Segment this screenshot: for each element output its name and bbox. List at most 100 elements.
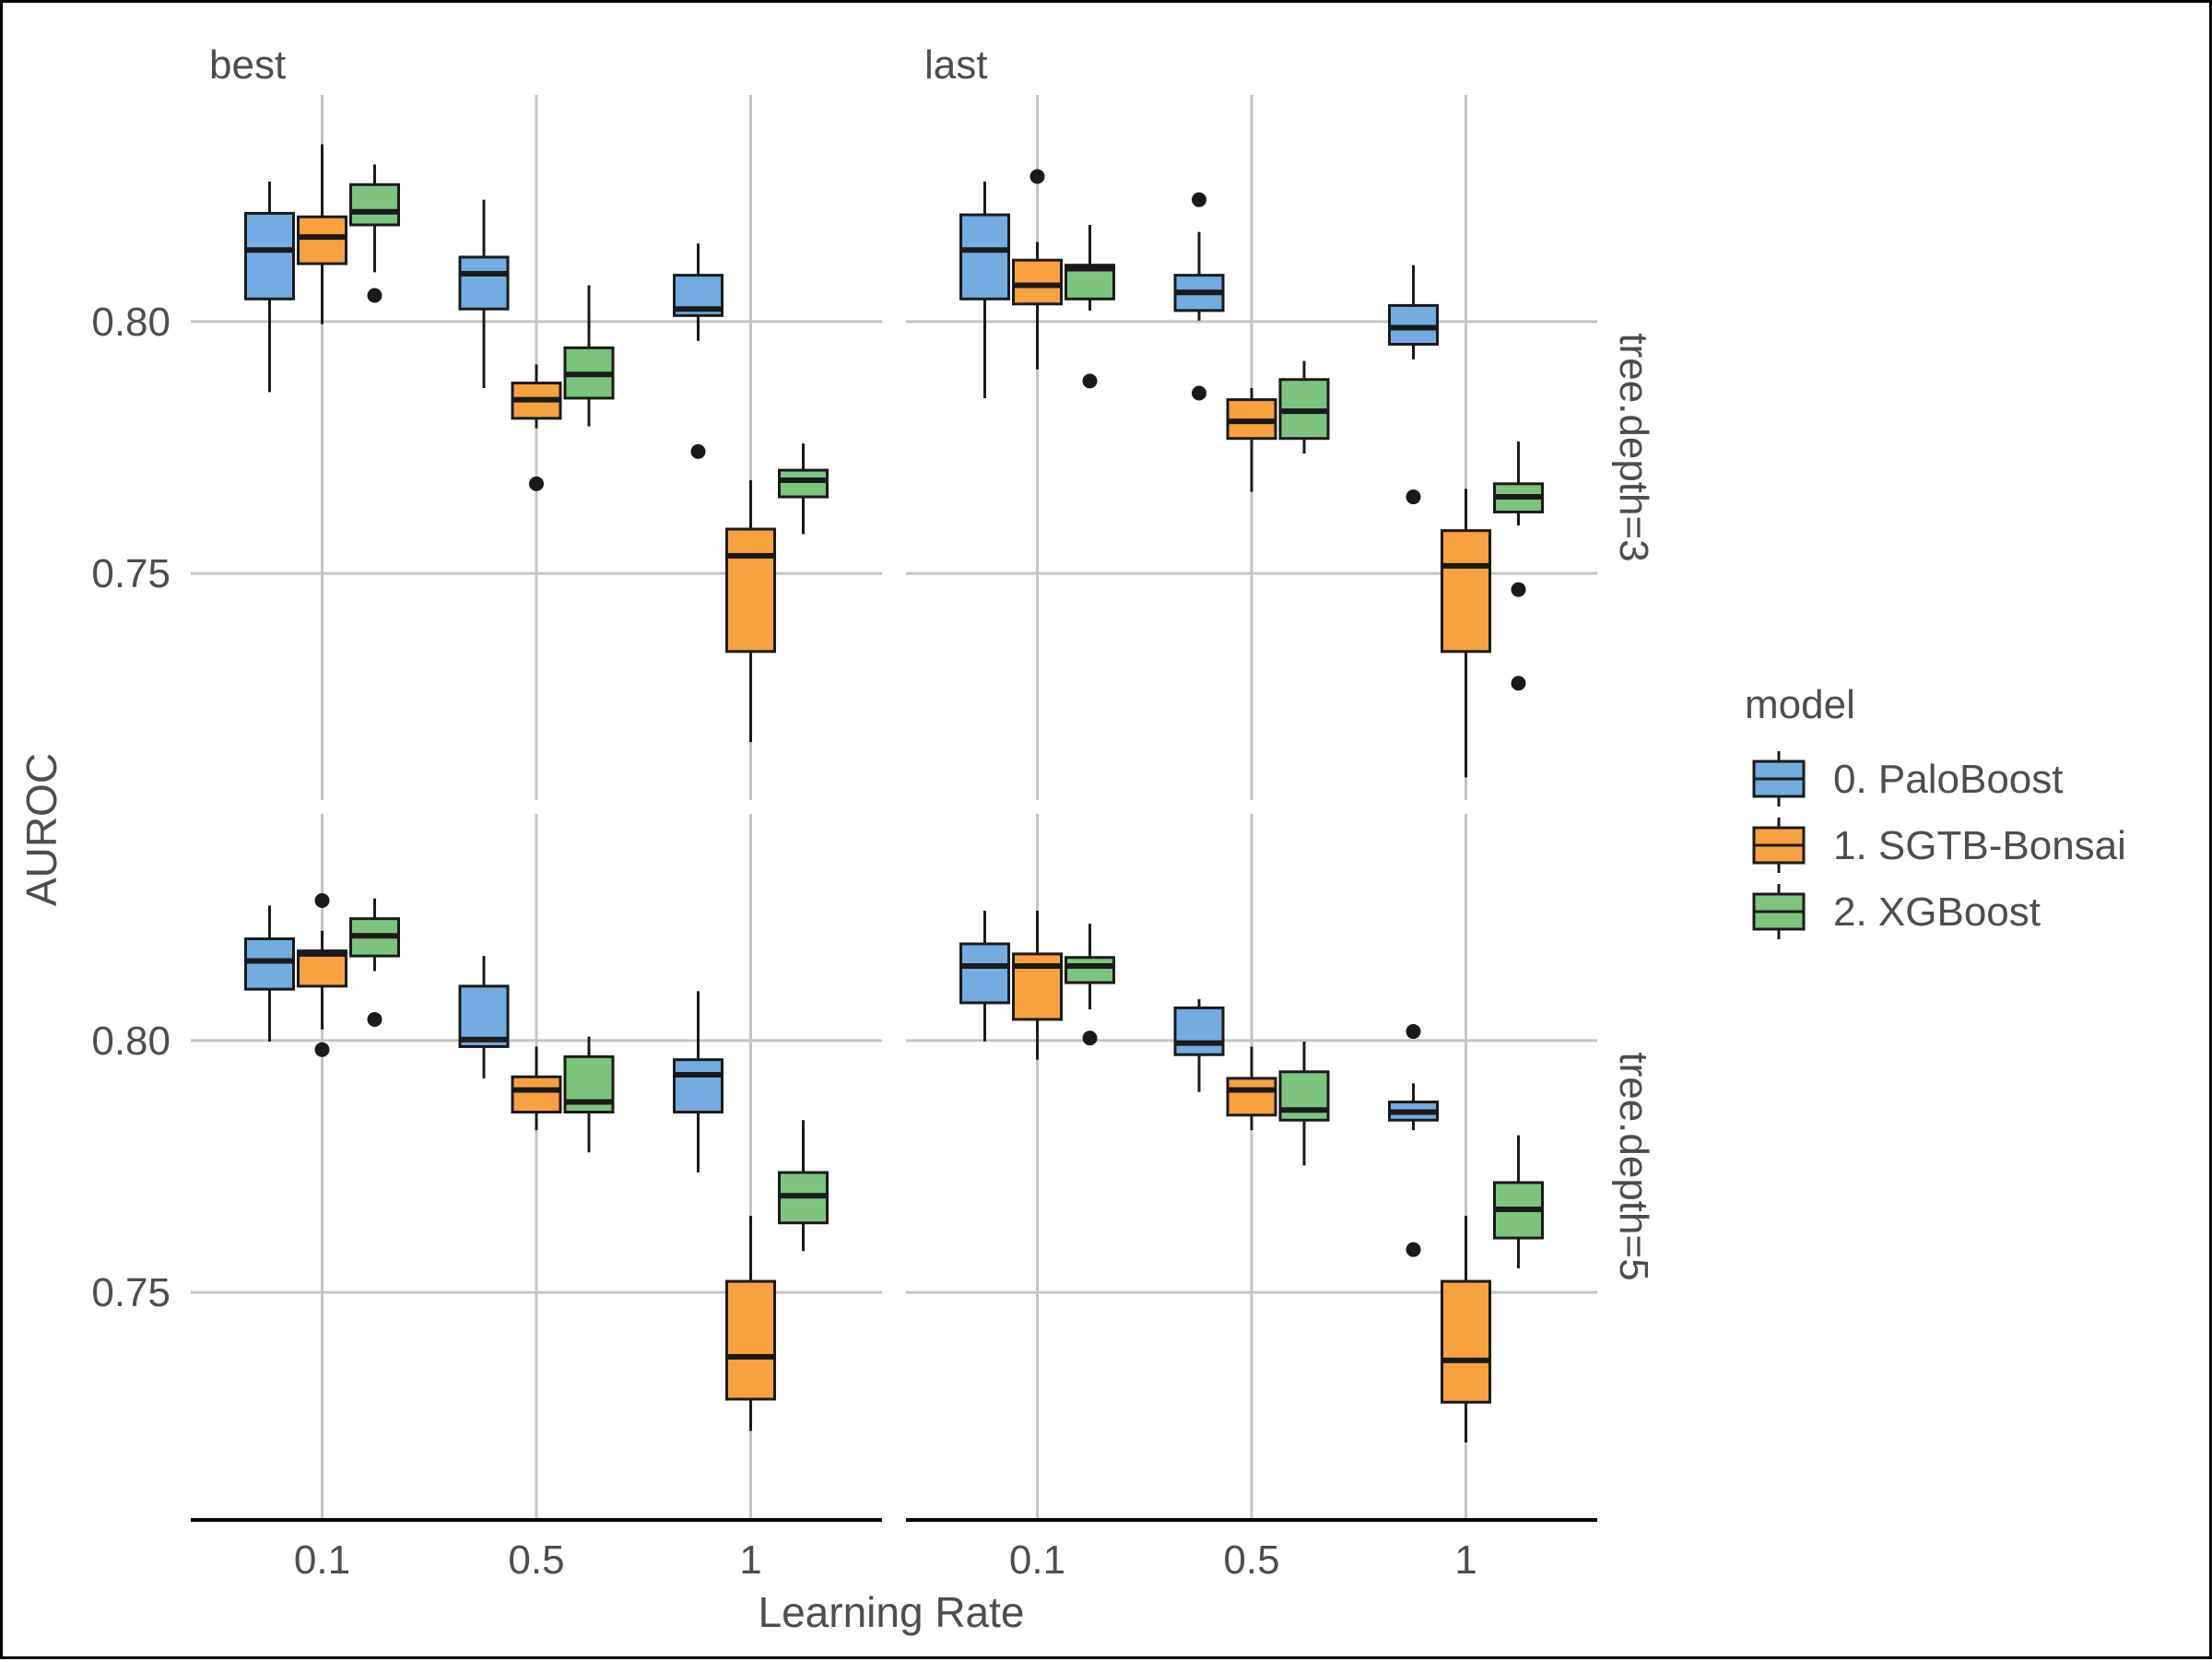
outlier-point xyxy=(1406,489,1421,505)
legend-label: 2. XGBoost xyxy=(1833,889,2041,935)
box-2-xgboost-lr-0-1 xyxy=(349,898,400,1027)
legend-item-0-paloboost: 0. PaloBoost xyxy=(1752,751,2064,807)
box-2-xgboost-lr-1 xyxy=(1493,1135,1544,1268)
box-body xyxy=(297,949,347,988)
panel-grid xyxy=(906,814,1597,1519)
facet-label-last: last xyxy=(924,42,987,88)
outlier-point xyxy=(1082,1031,1098,1046)
x-tick-label: 0.5 xyxy=(1223,1537,1279,1583)
box-body xyxy=(778,468,829,499)
box-body xyxy=(725,527,776,654)
outlier-point xyxy=(1406,1024,1421,1040)
box-2-xgboost-lr-1 xyxy=(778,443,829,535)
box-1-sgtb-bonsai-lr-0-1 xyxy=(297,892,347,1057)
box-0-paloboost-lr-0-5 xyxy=(458,199,510,389)
x-axis-title: Learning Rate xyxy=(759,1588,1025,1636)
outlier-point xyxy=(314,1042,330,1057)
box-0-paloboost-lr-0-1 xyxy=(244,181,295,393)
legend-title: model xyxy=(1745,682,1855,727)
box-1-sgtb-bonsai-lr-0-1 xyxy=(1012,169,1063,370)
outlier-point xyxy=(314,892,330,908)
box-body xyxy=(244,211,295,300)
outlier-point xyxy=(367,1011,382,1027)
box-1-sgtb-bonsai-lr-1 xyxy=(725,480,776,743)
box-1-sgtb-bonsai-lr-0-5 xyxy=(511,1046,562,1131)
facet-label-best: best xyxy=(209,42,286,88)
box-1-sgtb-bonsai-lr-1 xyxy=(725,1216,776,1431)
box-body xyxy=(511,1075,562,1113)
box-2-xgboost-lr-1 xyxy=(1493,441,1544,691)
box-body xyxy=(1388,303,1439,346)
box-body xyxy=(1278,1070,1330,1122)
box-1-sgtb-bonsai-lr-0-1 xyxy=(1012,910,1063,1060)
x-tick-label: 0.5 xyxy=(508,1537,564,1583)
legend-item-2-xgboost: 2. XGBoost xyxy=(1752,884,2041,939)
outlier-point xyxy=(1082,373,1098,389)
box-body xyxy=(349,183,400,227)
box-body xyxy=(244,937,295,991)
box-body xyxy=(725,1279,776,1401)
boxplot-chart: best last tree.depth=3 tree.depth=5 0.75 0.80… xyxy=(18,42,2126,1636)
outlier-point xyxy=(1192,192,1206,207)
x-tick-label: 0.1 xyxy=(294,1537,350,1583)
box-body xyxy=(458,984,510,1048)
legend-label: 0. PaloBoost xyxy=(1833,757,2064,802)
outlier-point xyxy=(1406,1242,1421,1257)
outlier-point xyxy=(529,476,544,491)
y-tick-label: 0.80 xyxy=(91,300,171,345)
box-1-sgtb-bonsai-lr-0-1 xyxy=(297,144,347,324)
outlier-point xyxy=(1192,385,1206,401)
panel-last-tree-depth-3 xyxy=(959,169,1544,778)
outlier-point xyxy=(1030,169,1045,184)
facet-label-tree-depth-3: tree.depth=3 xyxy=(1611,333,1656,561)
panel-grid xyxy=(191,814,882,1519)
box-body xyxy=(1065,956,1115,984)
box-0-paloboost-lr-1 xyxy=(673,243,724,459)
x-tick-label: 1 xyxy=(1454,1537,1477,1583)
y-axis-title: AUROC xyxy=(18,753,65,906)
box-0-paloboost-lr-0-5 xyxy=(458,956,510,1078)
y-tick-label: 0.75 xyxy=(91,1270,171,1315)
box-0-paloboost-lr-1 xyxy=(673,991,724,1173)
box-1-sgtb-bonsai-lr-0-5 xyxy=(511,364,562,491)
box-body xyxy=(458,255,510,311)
box-body xyxy=(959,213,1010,300)
box-0-paloboost-lr-0-5 xyxy=(1173,192,1225,401)
panel-best-tree-depth-3 xyxy=(244,144,829,743)
box-2-xgboost-lr-1 xyxy=(778,1120,829,1252)
box-0-paloboost-lr-1 xyxy=(1388,1024,1439,1257)
box-body xyxy=(1441,529,1491,654)
box-0-paloboost-lr-0-5 xyxy=(1173,999,1225,1092)
box-body xyxy=(1173,1006,1225,1056)
panel-grid xyxy=(191,95,882,800)
y-tick-label: 0.75 xyxy=(91,551,171,596)
box-2-xgboost-lr-0-5 xyxy=(563,285,615,427)
box-body xyxy=(1012,258,1063,306)
box-1-sgtb-bonsai-lr-0-5 xyxy=(1226,1046,1277,1131)
panel-last-tree-depth-5 xyxy=(959,910,1544,1443)
box-2-xgboost-lr-0-1 xyxy=(1065,224,1115,389)
box-body xyxy=(673,1058,724,1113)
box-2-xgboost-lr-0-5 xyxy=(563,1036,615,1153)
outlier-point xyxy=(1511,676,1526,691)
box-body xyxy=(1226,1077,1277,1117)
panel-best-tree-depth-5 xyxy=(244,892,829,1431)
facet-label-tree-depth-5: tree.depth=5 xyxy=(1611,1052,1656,1280)
box-0-paloboost-lr-0-1 xyxy=(959,910,1010,1042)
y-tick-label: 0.80 xyxy=(91,1019,171,1064)
legend-label: 1. SGTB-Bonsai xyxy=(1833,823,2126,868)
legend-item-1-sgtb-bonsai: 1. SGTB-Bonsai xyxy=(1752,818,2126,873)
box-1-sgtb-bonsai-lr-1 xyxy=(1441,489,1491,778)
outlier-point xyxy=(1511,582,1526,597)
legend: model 0. PaloBoost 1. SGTB-Bonsai 2. XGBoo… xyxy=(1745,682,2126,939)
box-0-paloboost-lr-0-1 xyxy=(959,181,1010,398)
box-2-xgboost-lr-0-5 xyxy=(1278,1041,1330,1166)
box-1-sgtb-bonsai-lr-0-5 xyxy=(1226,388,1277,492)
box-2-xgboost-lr-0-5 xyxy=(1278,360,1330,454)
box-0-paloboost-lr-1 xyxy=(1388,265,1439,505)
facet-panels xyxy=(191,95,1597,1519)
box-0-paloboost-lr-0-1 xyxy=(244,905,295,1042)
box-2-xgboost-lr-0-1 xyxy=(349,164,400,303)
box-body xyxy=(297,215,347,265)
